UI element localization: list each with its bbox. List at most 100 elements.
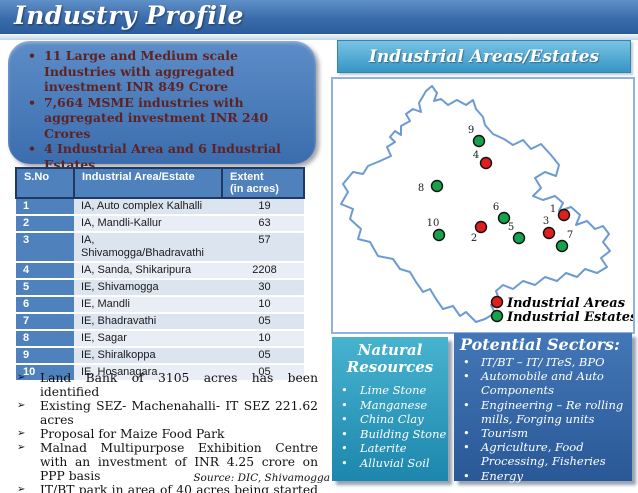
marker-number: 6 <box>493 202 499 213</box>
page-title: Industry Profile <box>14 1 244 30</box>
natural-resources-box: Natural Resources Lime StoneManganeseChi… <box>332 337 448 481</box>
district-map: 1 2 3 4 5 6 7 8 9 10 Industrial Areas Industrial E… <box>331 77 638 334</box>
marker-industrial-estate <box>432 228 446 242</box>
natural-resource-item: Lime Stone <box>332 383 448 398</box>
cell-sno: 5 <box>16 278 74 296</box>
title-divider <box>0 34 638 40</box>
cell-sno: 3 <box>16 231 74 262</box>
note-item: IT/BT park in area of 40 acres being sta… <box>14 483 318 493</box>
map-panel-header: Industrial Areas/Estates <box>337 40 631 73</box>
map-markers: 1 2 3 4 56 7 8 9 10 <box>418 125 573 253</box>
marker-industrial-estate <box>512 231 526 245</box>
cell-extent: 63 <box>222 214 304 232</box>
marker-number: 4 <box>473 150 479 161</box>
summary-box: 11 Large and Medium scale Industries wit… <box>8 41 316 172</box>
marker-number: 10 <box>427 218 440 229</box>
marker-industrial-estate <box>472 134 486 148</box>
legend-label: Industrial Estates <box>506 310 633 325</box>
marker-number: 9 <box>468 125 474 136</box>
potential-sectors-box: Potential Sectors: IT/BT – IT/ ITeS, BPO… <box>454 333 632 483</box>
natural-resource-item: Laterite <box>332 441 448 456</box>
source-note: Source: DIC, Shivamogga <box>193 472 330 484</box>
col-header-extent: Extent (in acres) <box>221 167 305 199</box>
potential-sectors-title: Potential Sectors: <box>460 335 620 354</box>
district-outline <box>340 85 611 323</box>
notes-list: Land Bank of 3105 acres has been identif… <box>14 371 318 493</box>
potential-sector-item: Engineering – Re rolling mills, Forging … <box>454 398 632 426</box>
marker-industrial-area <box>557 208 571 222</box>
cell-area: IA, Shivamogga/Bhadravathi <box>74 231 222 262</box>
marker-industrial-area <box>474 220 488 234</box>
potential-sector-item: IT/BT – IT/ ITeS, BPO <box>454 355 632 369</box>
note-item: Malnad Multipurpose Exhibition Centre wi… <box>14 441 318 483</box>
summary-bullet-list: 11 Large and Medium scale Industries wit… <box>20 48 306 172</box>
cell-extent: 57 <box>222 231 304 262</box>
natural-resources-list: Lime StoneManganeseChina ClayBuilding St… <box>332 383 448 470</box>
cell-sno: 1 <box>16 197 74 215</box>
title-bar: Industry Profile <box>0 0 638 34</box>
natural-resource-item: China Clay <box>332 412 448 427</box>
cell-extent: 10 <box>222 295 304 313</box>
industrial-areas-table: S.No Industrial Area/Estate Extent (in ac… <box>15 167 305 380</box>
potential-sector-item: Automobile and Auto Components <box>454 369 632 397</box>
marker-industrial-estate <box>430 179 444 193</box>
cell-extent: 30 <box>222 278 304 296</box>
cell-sno: 7 <box>16 312 74 330</box>
natural-resource-item: Building Stone <box>332 427 448 442</box>
cell-extent: 05 <box>222 346 304 364</box>
cell-area: IE, Sagar <box>74 329 222 347</box>
legend-dot-estate <box>490 309 504 323</box>
cell-sno: 8 <box>16 329 74 347</box>
natural-resource-item: Manganese <box>332 398 448 413</box>
marker-industrial-estate <box>555 239 569 253</box>
table-row: 6 IE, Mandli 10 <box>16 295 304 313</box>
cell-sno: 4 <box>16 261 74 279</box>
potential-sectors-list: IT/BT – IT/ ITeS, BPOAutomobile and Auto… <box>454 355 632 483</box>
cell-area: IA, Mandli-Kallur <box>74 214 222 232</box>
cell-area: IE, Mandli <box>74 295 222 313</box>
note-item: Land Bank of 3105 acres has been identif… <box>14 371 318 399</box>
marker-industrial-estate <box>497 211 511 225</box>
note-item: Proposal for Maize Food Park <box>14 427 318 441</box>
cell-area: IE, Shiralkoppa <box>74 346 222 364</box>
cell-extent: 19 <box>222 197 304 215</box>
table-row: 9 IE, Shiralkoppa 05 <box>16 346 304 364</box>
potential-sector-item: Agriculture, Food Processing, Fisheries <box>454 440 632 468</box>
marker-industrial-area <box>542 226 556 240</box>
col-header-extent-line2: (in acres) <box>230 183 279 195</box>
marker-number: 2 <box>471 233 477 244</box>
map-panel-title: Industrial Areas/Estates <box>368 46 600 67</box>
table-row: 5 IE, Shivamogga 30 <box>16 278 304 296</box>
marker-number: 5 <box>508 222 514 233</box>
summary-bullet: 7,664 MSME industries with aggregated in… <box>20 95 306 142</box>
table-row: 3 IA, Shivamogga/Bhadravathi 57 <box>16 231 304 262</box>
table-row: 7 IE, Bhadravathi 05 <box>16 312 304 330</box>
marker-number: 7 <box>567 230 573 241</box>
cell-sno: 2 <box>16 214 74 232</box>
cell-extent: 05 <box>222 312 304 330</box>
col-header-area: Industrial Area/Estate <box>73 167 223 199</box>
table-row: 8 IE, Sagar 10 <box>16 329 304 347</box>
marker-number: 8 <box>418 183 424 194</box>
summary-bullet: 11 Large and Medium scale Industries wit… <box>20 48 306 95</box>
potential-sector-item: Energy <box>454 469 632 483</box>
cell-sno: 9 <box>16 346 74 364</box>
cell-area: IA, Auto complex Kalhalli <box>74 197 222 215</box>
table-row: 4 IA, Sanda, Shikaripura 2208 <box>16 261 304 279</box>
cell-area: IE, Bhadravathi <box>74 312 222 330</box>
marker-number: 3 <box>543 216 549 227</box>
cell-extent: 10 <box>222 329 304 347</box>
legend-dot-area <box>490 295 504 309</box>
legend-label: Industrial Areas <box>506 296 626 311</box>
cell-sno: 6 <box>16 295 74 313</box>
marker-number: 1 <box>550 204 556 215</box>
natural-resource-item: Alluvial Soil <box>332 456 448 471</box>
marker-industrial-area <box>479 156 493 170</box>
cell-area: IE, Shivamogga <box>74 278 222 296</box>
potential-sector-item: Tourism <box>454 426 632 440</box>
table-row: 1 IA, Auto complex Kalhalli 19 <box>16 197 304 215</box>
table-header-row: S.No Industrial Area/Estate Extent (in ac… <box>15 167 305 199</box>
